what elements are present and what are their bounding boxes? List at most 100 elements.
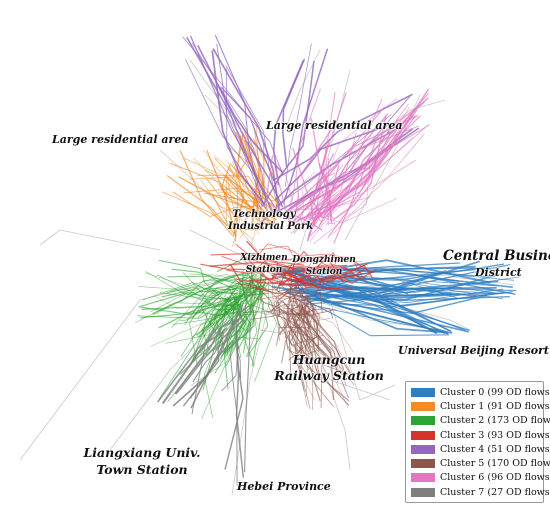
road-segment (231, 299, 271, 496)
legend-label: Cluster 5 (170 OD flows) (440, 458, 550, 470)
od-flow-line (287, 314, 322, 381)
road-segment (329, 299, 396, 401)
od-flow-lines (134, 34, 520, 486)
od-flow-line (166, 278, 244, 294)
od-flow-line (304, 153, 335, 211)
legend-item-cluster-4: Cluster 4 (51 OD flows) (411, 442, 550, 456)
od-flow-line (169, 162, 276, 225)
od-flow-line (278, 308, 310, 317)
od-flow-line (301, 296, 447, 333)
od-flow-line (301, 304, 350, 406)
od-flow-line (251, 304, 293, 328)
od-flow-line (300, 264, 365, 275)
od-flow-line (301, 294, 351, 373)
legend-swatch (411, 444, 435, 454)
od-flow-line (221, 274, 258, 352)
od-flow-line (297, 159, 416, 221)
od-flow-line (228, 168, 262, 203)
od-flow-line (224, 308, 246, 331)
legend-label: Cluster 3 (93 OD flows) (440, 429, 550, 441)
od-flow-line (301, 253, 368, 285)
od-flow-line (197, 45, 284, 208)
od-flow-line (267, 300, 304, 324)
od-flow-line (306, 98, 398, 217)
legend-swatch (411, 430, 435, 440)
od-flow-line (290, 288, 304, 310)
od-flow-line (299, 171, 316, 231)
od-flow-line (229, 346, 238, 486)
cluster-5-flows (243, 269, 355, 410)
od-flow-line (261, 60, 315, 207)
od-flow-line (278, 324, 324, 346)
od-flow-line (172, 191, 259, 218)
od-flow-line (216, 43, 266, 208)
od-flow-line (250, 305, 299, 320)
od-flow-line (272, 93, 413, 182)
od-flow-line (294, 300, 339, 383)
road-segment (299, 69, 351, 251)
od-flow-line (221, 165, 237, 237)
od-flow-line (325, 144, 329, 226)
od-flow-line (211, 193, 267, 231)
od-flow-line (171, 268, 244, 286)
od-flow-line (172, 340, 234, 407)
od-flow-line (183, 187, 277, 221)
od-flow-line (179, 150, 234, 236)
label-universal-beijing-resort: Universal Beijing Resort (398, 344, 549, 357)
od-flow-line (172, 311, 238, 325)
legend-item-cluster-3: Cluster 3 (93 OD flows) (411, 428, 550, 442)
od-flow-line (189, 304, 244, 399)
od-flow-line (298, 330, 323, 409)
od-flow-line (283, 306, 311, 360)
od-flow-line (307, 101, 425, 216)
legend-swatch (411, 401, 435, 411)
od-flow-line (295, 270, 499, 294)
od-flow-line (207, 276, 245, 349)
od-flow-line (300, 299, 331, 354)
od-flow-line (278, 275, 293, 287)
legend-swatch (411, 416, 435, 426)
od-flow-line (282, 48, 329, 205)
cluster-2-flows (134, 258, 278, 420)
od-flow-line (225, 68, 262, 210)
od-flow-line (250, 259, 313, 277)
od-flow-line (184, 274, 249, 325)
od-flow-line (308, 115, 416, 219)
od-flow-line (205, 278, 267, 356)
od-flow-line (201, 313, 242, 420)
od-flow-line (189, 35, 268, 200)
od-flow-line (279, 270, 323, 298)
label-technology-industrial-park: Technology Industrial Park (228, 209, 314, 232)
legend-label: Cluster 2 (173 OD flows) (440, 415, 550, 427)
od-flow-line (287, 196, 371, 211)
legend-item-cluster-5: Cluster 5 (170 OD flows) (411, 456, 550, 470)
od-flow-line (204, 169, 263, 225)
road-segment (204, 94, 251, 151)
od-flow-line (255, 281, 315, 287)
od-flow-line (301, 287, 462, 301)
label-central-business-district: Central Business (443, 248, 550, 264)
label-liangxiang-univ-town-station: Liangxiang Univ. Town Station (83, 445, 201, 477)
od-flow-line (161, 328, 217, 405)
od-flow-line (333, 116, 387, 221)
legend-item-cluster-1: Cluster 1 (91 OD flows) (411, 399, 550, 413)
od-flow-line (180, 284, 266, 307)
legend-label: Cluster 0 (99 OD flows) (440, 386, 550, 398)
cluster-legend: Cluster 0 (99 OD flows) Cluster 1 (91 OD … (405, 381, 550, 504)
od-flow-line (278, 326, 309, 336)
od-flow-line (321, 189, 336, 226)
od-flow-line (144, 272, 257, 295)
legend-label: Cluster 1 (91 OD flows) (440, 400, 550, 412)
od-flow-line (298, 263, 369, 285)
od-flow-line (211, 50, 266, 206)
od-flow-line (280, 255, 344, 283)
od-flow-line (239, 135, 281, 207)
od-flow-line (201, 299, 222, 351)
od-flow-line (265, 155, 295, 226)
od-flow-line (237, 149, 258, 220)
od-flow-line (292, 128, 407, 231)
legend-label: Cluster 4 (51 OD flows) (440, 443, 550, 455)
od-flow-line (260, 299, 289, 317)
legend-label: Cluster 7 (27 OD flows) (440, 486, 550, 498)
od-flow-line (150, 287, 255, 312)
